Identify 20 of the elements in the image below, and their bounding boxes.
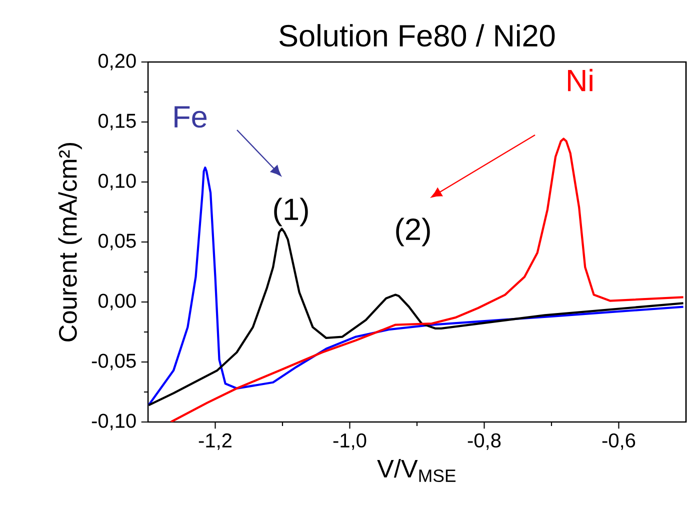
x-tick-label: -1,0 — [333, 433, 366, 450]
y-axis-title: Courent (mA/cm²) — [58, 142, 82, 342]
line-series — [148, 166, 684, 406]
y-tick-label: -0,10 — [92, 414, 136, 430]
x-tick-label: -0,8 — [468, 433, 501, 450]
y-tick-label: 0,10 — [98, 174, 136, 190]
y-tick-label: 0,20 — [98, 54, 136, 70]
annotation: (2) — [396, 218, 430, 246]
x-tick-label: -0,6 — [602, 433, 636, 450]
annotation: (1) — [274, 198, 308, 226]
annotation: Ni — [568, 68, 592, 92]
x-axis-title: V/V$_{MSE}$ — [377, 459, 456, 482]
y-tick-label: 0,00 — [98, 294, 136, 310]
y-tick-label: 0,15 — [98, 114, 136, 130]
y-tick-label: -0,05 — [92, 354, 136, 370]
line-series — [170, 138, 684, 422]
annotation: Fe — [174, 106, 207, 128]
x-tick-label: -1,2 — [198, 433, 232, 450]
y-tick-label: 0,05 — [98, 234, 136, 250]
chart-title: Solution Fe80 / Ni20 — [279, 24, 555, 47]
